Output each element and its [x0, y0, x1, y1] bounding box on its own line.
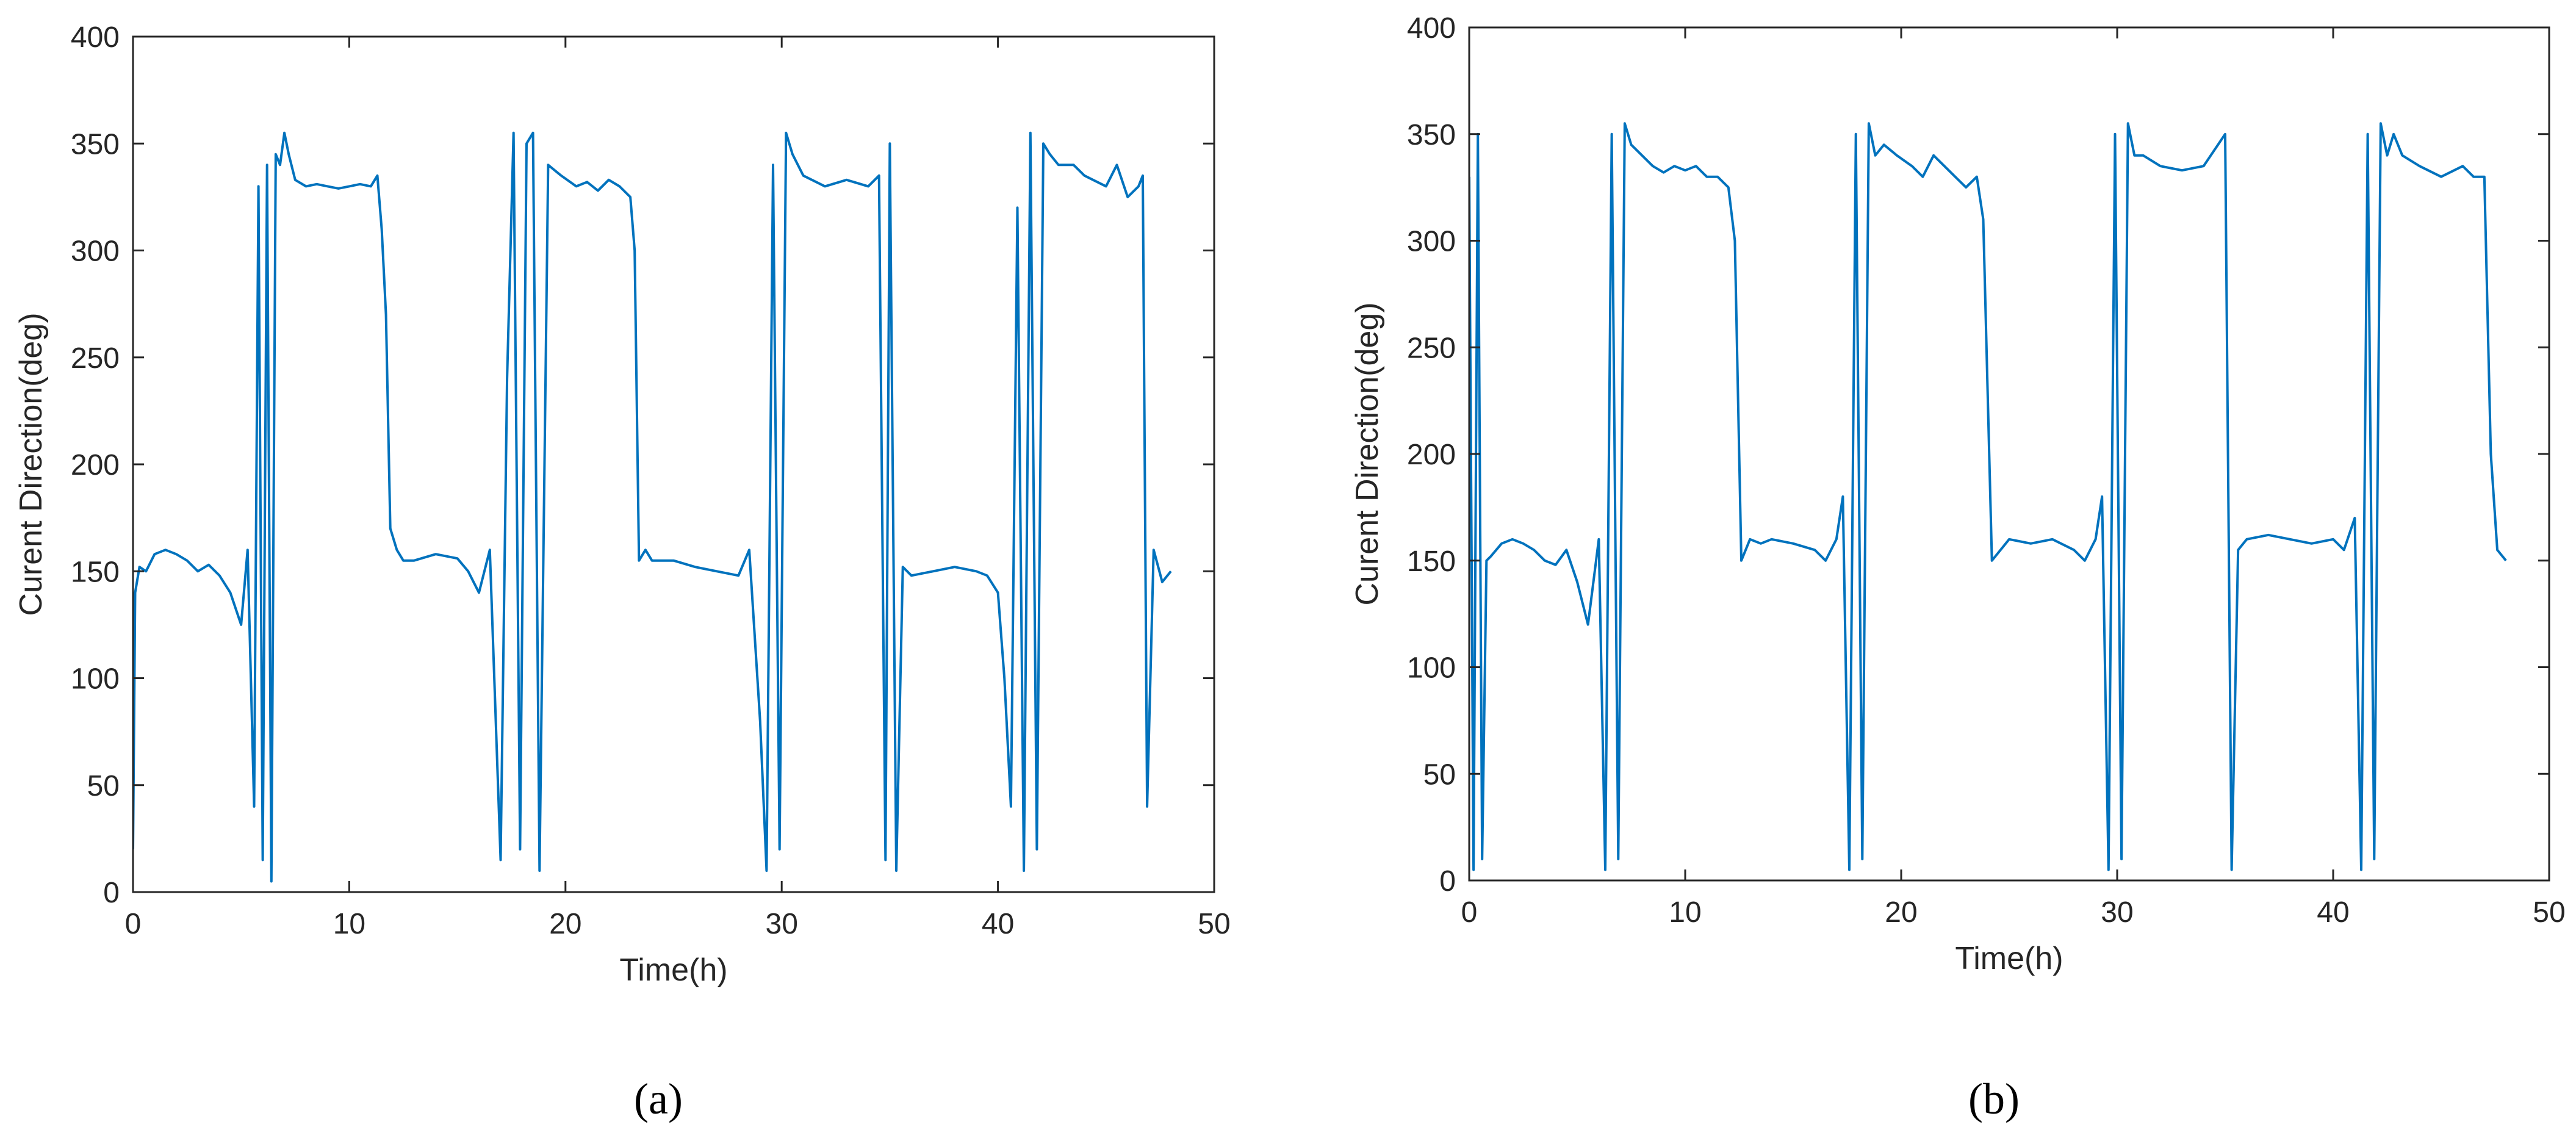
y-tick-label: 100	[1407, 652, 1456, 685]
y-tick-label: 350	[71, 128, 120, 160]
x-tick-label: 20	[1885, 896, 1917, 929]
y-tick-label: 0	[1439, 865, 1456, 898]
plot-frame	[132, 35, 1215, 893]
x-axis-label: Time(h)	[619, 952, 727, 988]
x-tick-label: 50	[1198, 908, 1230, 940]
x-tick-label: 30	[766, 908, 798, 940]
x-tick-label: 10	[1669, 896, 1701, 929]
y-tick-label: 200	[1407, 439, 1456, 471]
y-tick-label: 400	[71, 21, 120, 54]
x-axis-label: Time(h)	[1955, 941, 2063, 976]
x-tick-label: 30	[2101, 896, 2133, 929]
x-tick-label: 20	[549, 908, 581, 940]
panel-caption-b: (b)	[1968, 1074, 2020, 1123]
y-tick-label: 0	[103, 877, 120, 909]
series-line-a-0	[133, 131, 1172, 883]
x-tick-label: 50	[2533, 896, 2565, 929]
y-tick-label: 50	[87, 770, 120, 802]
y-tick-label: 50	[1423, 758, 1456, 791]
y-tick-label: 150	[1407, 545, 1456, 578]
y-tick-label: 250	[71, 342, 120, 375]
y-tick-label: 400	[1407, 12, 1456, 45]
x-tick-label: 40	[2317, 896, 2349, 929]
chart-panel-a: 0 10 20 30 40 50 0 50 100 150 200 250 300 350 400 Time(…	[13, 21, 1231, 1123]
y-axis-label: Curent Direction(deg)	[1350, 302, 1385, 605]
y-tick-label: 300	[71, 236, 120, 268]
y-axis-label: Curent Direction(deg)	[13, 312, 49, 616]
y-tick-label: 350	[1407, 119, 1456, 151]
y-tick-label: 200	[71, 449, 120, 481]
y-tick-label: 250	[1407, 332, 1456, 364]
panel-caption-a: (a)	[634, 1074, 683, 1123]
series-line-b-0	[1469, 122, 2507, 871]
y-tick-label: 150	[71, 556, 120, 588]
x-tick-label: 0	[125, 908, 142, 940]
chart-panel-b: 0 10 20 30 40 50 0 50 100 150 200 250 300 350 400 Time(…	[1350, 12, 2566, 1123]
x-tick-label: 10	[333, 908, 365, 940]
x-tick-label: 0	[1461, 896, 1478, 929]
y-tick-label: 100	[71, 663, 120, 696]
y-tick-label: 300	[1407, 226, 1456, 258]
x-tick-label: 40	[982, 908, 1014, 940]
